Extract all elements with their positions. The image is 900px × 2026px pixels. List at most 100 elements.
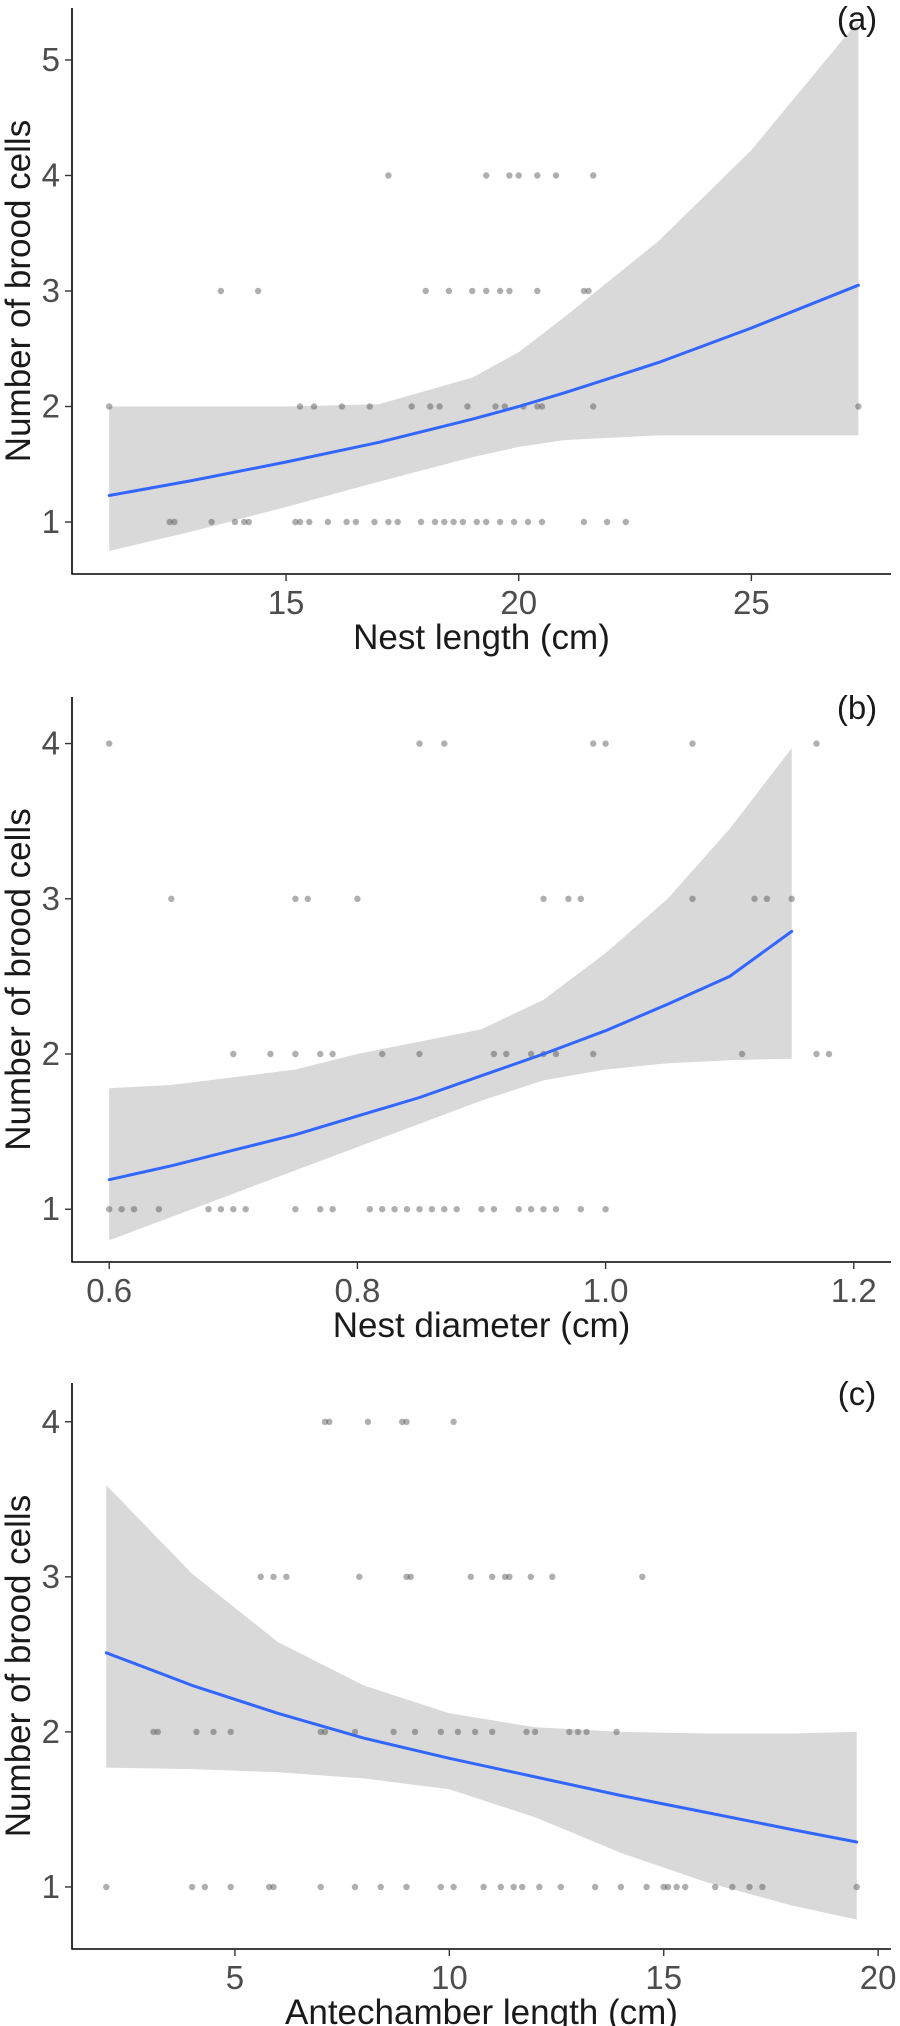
panel-c-point-54 bbox=[403, 1573, 410, 1581]
panel-b-point-60 bbox=[813, 740, 820, 747]
panel-a-ytick-label-2: 3 bbox=[42, 272, 60, 309]
panel-a-point-19 bbox=[459, 518, 467, 526]
panel-c-point-39 bbox=[411, 1728, 419, 1736]
panel-b-point-32 bbox=[379, 1050, 386, 1058]
panel-b-point-14 bbox=[403, 1206, 411, 1213]
panel-a-confidence-band bbox=[109, 20, 859, 551]
panel-b-point-20 bbox=[490, 1206, 498, 1213]
panel-c-point-0 bbox=[103, 1883, 110, 1891]
panel-c-label: (c) bbox=[838, 1375, 876, 1412]
panel-b-point-35 bbox=[503, 1050, 510, 1058]
panel-a-fit-line bbox=[107, 283, 860, 497]
panel-a-point-54 bbox=[580, 287, 588, 295]
panel-b-ytick-label-3: 4 bbox=[42, 725, 60, 762]
panel-a-point-62 bbox=[590, 172, 597, 179]
panel-c-point-51 bbox=[270, 1573, 277, 1581]
panel-c-point-14 bbox=[510, 1883, 517, 1891]
panel-b-point-7 bbox=[242, 1206, 249, 1213]
panel-a-xtick-label-2: 25 bbox=[733, 584, 770, 621]
panel-a-point-46 bbox=[254, 287, 262, 295]
panel-c: 1 2 3 4 5 10 15 20 Antechamber length (cm) Number… bbox=[0, 1375, 896, 2026]
panel-a-point-39 bbox=[501, 403, 508, 410]
panel-a-point-32 bbox=[338, 403, 346, 410]
panel-b-xtick-label-3: 1.2 bbox=[831, 1272, 877, 1309]
panel-c-point-20 bbox=[643, 1883, 650, 1891]
panel-b-point-18 bbox=[453, 1206, 460, 1213]
panel-b-point-53 bbox=[788, 895, 795, 902]
panel-c-point-21 bbox=[660, 1883, 667, 1891]
panel-c-point-2 bbox=[201, 1883, 209, 1891]
panel-c-xtick-label-3: 20 bbox=[860, 1959, 897, 1996]
panel-b-point-3 bbox=[155, 1206, 163, 1213]
panel-a-point-4 bbox=[241, 518, 248, 526]
panel-c-point-25 bbox=[712, 1883, 719, 1891]
panel-c-ytick-label-1: 2 bbox=[42, 1713, 60, 1750]
panel-c-point-52 bbox=[283, 1573, 290, 1581]
panel-b-point-38 bbox=[552, 1050, 560, 1058]
panel-a-point-49 bbox=[469, 287, 476, 295]
panel-c-point-28 bbox=[759, 1883, 766, 1891]
panel-b-point-24 bbox=[552, 1206, 560, 1213]
panel-a-point-26 bbox=[580, 518, 588, 526]
panel-a-xtick-label-0: 15 bbox=[268, 584, 305, 621]
panel-c-point-65 bbox=[364, 1418, 372, 1426]
panel-a-point-12 bbox=[371, 518, 378, 526]
panel-a-point-10 bbox=[343, 518, 350, 526]
panel-b-point-45 bbox=[304, 895, 311, 902]
panel-c-point-13 bbox=[497, 1883, 504, 1891]
panel-c-point-66 bbox=[399, 1418, 406, 1426]
panel-b-point-11 bbox=[366, 1206, 373, 1213]
panel-b-point-17 bbox=[441, 1206, 448, 1213]
panel-a-ytick-label-4: 5 bbox=[42, 41, 60, 78]
panel-a-ytick-label-1: 2 bbox=[42, 388, 60, 425]
panel-c-point-1 bbox=[188, 1883, 196, 1891]
panel-b-xtick-label-0: 0.6 bbox=[86, 1272, 132, 1309]
panel-a-point-27 bbox=[603, 518, 611, 526]
panel-a-point-44 bbox=[855, 403, 862, 410]
panel-a-point-55 bbox=[585, 287, 592, 295]
panel-c-point-60 bbox=[527, 1573, 534, 1581]
panel-a-point-9 bbox=[324, 518, 332, 526]
panel-b-point-55 bbox=[416, 740, 423, 747]
panel-c-point-61 bbox=[549, 1573, 556, 1581]
panel-b-point-9 bbox=[317, 1206, 324, 1213]
panel-a-point-1 bbox=[171, 518, 178, 526]
panel-a-point-60 bbox=[534, 172, 541, 179]
panel-b-point-48 bbox=[565, 895, 572, 902]
panel-b-point-44 bbox=[292, 895, 299, 902]
panel-a-point-51 bbox=[496, 287, 504, 295]
panel-a-point-34 bbox=[408, 403, 415, 410]
panel-a-xtick-label-1: 20 bbox=[500, 584, 537, 621]
panel-c-point-36 bbox=[321, 1728, 329, 1736]
panel-a-point-38 bbox=[492, 403, 499, 410]
panel-c-point-42 bbox=[471, 1728, 479, 1736]
panel-b-point-16 bbox=[428, 1206, 436, 1213]
panel-c-point-7 bbox=[351, 1883, 359, 1891]
panel-a-point-16 bbox=[431, 518, 439, 526]
panel-b: 1 2 3 4 0.6 0.8 1.0 1.2 Nest diameter (cm) Number… bbox=[0, 689, 891, 1345]
panel-b-point-51 bbox=[751, 895, 758, 902]
panel-a-point-20 bbox=[473, 518, 480, 526]
panel-b-point-50 bbox=[689, 895, 696, 902]
panel-b-point-57 bbox=[590, 740, 597, 747]
panel-c-point-16 bbox=[536, 1883, 543, 1891]
panel-b-point-39 bbox=[590, 1050, 597, 1058]
panel-b-point-31 bbox=[329, 1050, 336, 1058]
panel-a-point-30 bbox=[296, 403, 304, 410]
panel-b-fit-line bbox=[107, 929, 794, 1182]
panel-b-point-1 bbox=[118, 1206, 125, 1213]
panel-b-ytick-label-0: 1 bbox=[42, 1190, 60, 1227]
panel-c-ytick-label-3: 4 bbox=[42, 1403, 60, 1440]
panel-c-point-17 bbox=[557, 1883, 564, 1891]
panel-b-point-28 bbox=[267, 1050, 274, 1058]
panel-c-point-27 bbox=[746, 1883, 753, 1891]
panel-c-point-4 bbox=[266, 1883, 273, 1891]
panel-c-point-6 bbox=[317, 1883, 324, 1891]
panel-c-point-37 bbox=[351, 1728, 359, 1736]
panel-a-point-48 bbox=[445, 287, 453, 295]
panel-b-label: (b) bbox=[837, 689, 877, 726]
panel-b-point-5 bbox=[217, 1206, 225, 1213]
panel-a-label: (a) bbox=[837, 0, 877, 37]
panel-a-point-8 bbox=[306, 518, 313, 526]
panel-a-point-47 bbox=[422, 287, 429, 295]
